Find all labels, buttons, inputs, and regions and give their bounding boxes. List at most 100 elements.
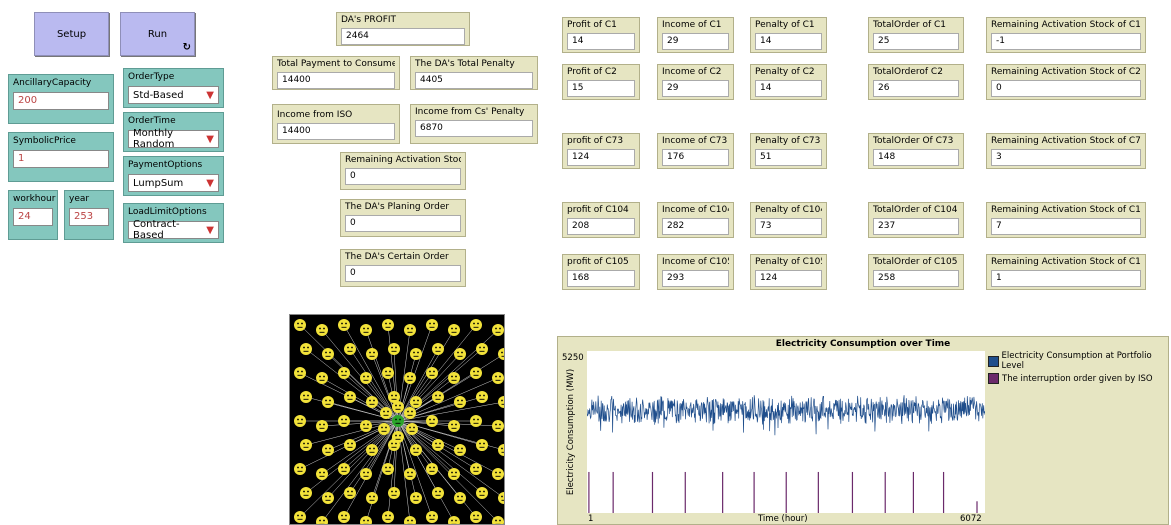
- load-limit-options-chooser[interactable]: LoadLimitOptions Contract-Based ▼: [123, 203, 224, 243]
- year-field[interactable]: 253: [69, 208, 109, 226]
- consumer-profit-value: 14: [567, 33, 635, 50]
- year-input[interactable]: year 253: [64, 190, 114, 240]
- ancillary-capacity-label: AncillaryCapacity: [13, 78, 92, 88]
- consumer-profit-value: 208: [567, 218, 635, 235]
- setup-button[interactable]: Setup: [34, 12, 109, 56]
- consumer-order-monitor: TotalOrder Of C73 148: [868, 133, 964, 169]
- smiley-face-icon: [392, 401, 404, 413]
- smiley-face-icon: [316, 516, 328, 524]
- consumer-stock-value: 1: [991, 270, 1141, 287]
- smiley-face-icon: [432, 439, 444, 451]
- network-link: [397, 420, 499, 523]
- remaining-stock-value: 0: [345, 168, 461, 185]
- consumer-income-value: 29: [662, 80, 729, 97]
- order-time-value: Monthly Random: [133, 128, 175, 150]
- consumer-stock-monitor: Remaining Activation Stock of C105 1: [986, 254, 1146, 290]
- consumer-order-value: 25: [873, 33, 959, 50]
- consumer-penalty-label: Penalty of C1: [755, 20, 815, 30]
- ancillary-capacity-input[interactable]: AncillaryCapacity 200: [8, 74, 114, 124]
- order-type-select[interactable]: Std-Based ▼: [128, 86, 219, 104]
- smiley-face-icon: [470, 415, 482, 427]
- smiley-face-icon: [366, 492, 378, 504]
- consumer-order-label: TotalOrderof C2: [873, 67, 943, 77]
- order-time-select[interactable]: Monthly Random ▼: [128, 128, 219, 150]
- consumer-stock-monitor: Remaining Activation Stock of C73 3: [986, 133, 1146, 169]
- consumer-penalty-monitor: Penalty of C105 124: [750, 254, 827, 290]
- run-button[interactable]: Run ↻: [120, 12, 195, 56]
- network-link: [365, 420, 399, 475]
- payment-options-chooser[interactable]: PaymentOptions LumpSum ▼: [123, 156, 224, 196]
- consumer-income-value: 29: [662, 33, 729, 50]
- smiley-face-icon: [476, 487, 488, 499]
- consumer-income-monitor: Income of C2 29: [657, 64, 734, 100]
- plot-area: [586, 351, 986, 513]
- payment-options-select[interactable]: LumpSum ▼: [128, 174, 219, 192]
- smiley-face-icon: [404, 324, 416, 336]
- y-max-tick-label: 5250: [562, 353, 584, 363]
- income-penalty-monitor: Income from Cs' Penalty 6870: [410, 104, 538, 144]
- plot-canvas: [586, 395, 986, 513]
- consumer-penalty-monitor: Penalty of C2 14: [750, 64, 827, 100]
- smiley-face-icon: [404, 372, 416, 384]
- smiley-face-icon: [366, 348, 378, 360]
- smiley-face-icon: [344, 391, 356, 403]
- certain-order-value: 0: [345, 265, 461, 282]
- smiley-face-icon: [492, 324, 504, 336]
- consumer-order-value: 26: [873, 80, 959, 97]
- certain-order-monitor: The DA's Certain Order 0: [340, 249, 466, 287]
- legend-swatch-consumption: [988, 355, 999, 367]
- smiley-face-icon: [322, 444, 334, 456]
- total-penalty-monitor: The DA's Total Penalty 4405: [410, 56, 538, 90]
- consumer-order-value: 148: [873, 149, 959, 166]
- smiley-face-icon: [448, 420, 460, 432]
- order-time-chooser[interactable]: OrderTime Monthly Random ▼: [123, 112, 224, 152]
- smiley-face-icon: [344, 439, 356, 451]
- consumer-penalty-monitor: Penalty of C104 73: [750, 202, 827, 238]
- dropdown-arrow-icon: ▼: [206, 89, 214, 101]
- smiley-face-icon: [344, 343, 356, 355]
- smiley-face-icon: [294, 511, 306, 523]
- legend-swatch-interruption: [988, 373, 999, 384]
- consumer-stock-value: 0: [991, 80, 1141, 97]
- planing-order-value: 0: [345, 215, 461, 232]
- consumer-stock-label: Remaining Activation Stock of C73: [991, 136, 1141, 146]
- smiley-face-icon: [432, 343, 444, 355]
- ancillary-capacity-field[interactable]: 200: [13, 92, 109, 110]
- payment-options-value: LumpSum: [133, 177, 184, 189]
- da-profit-value: 2464: [341, 28, 465, 45]
- payment-options-label: PaymentOptions: [128, 160, 203, 170]
- network-link: [397, 377, 411, 422]
- load-limit-options-select[interactable]: Contract-Based ▼: [128, 219, 219, 241]
- consumer-income-monitor: Income of C105 293: [657, 254, 734, 290]
- consumer-stock-value: 3: [991, 149, 1141, 166]
- workhour-input[interactable]: workhour 24: [8, 190, 58, 240]
- workhour-field[interactable]: 24: [13, 208, 53, 226]
- cycle-arrows-icon: ↻: [182, 42, 191, 53]
- network-link: [397, 420, 455, 427]
- smiley-face-icon: [344, 487, 356, 499]
- smiley-face-icon: [448, 372, 460, 384]
- smiley-face-icon: [392, 431, 404, 443]
- consumer-profit-monitor: Profit of C2 15: [562, 64, 640, 100]
- symbolic-price-field[interactable]: 1: [13, 150, 109, 168]
- network-link: [397, 348, 439, 422]
- smiley-face-icon: [300, 439, 312, 451]
- smiley-face-icon: [492, 372, 504, 384]
- order-type-chooser[interactable]: OrderType Std-Based ▼: [123, 68, 224, 108]
- y-axis-label: Electricity Consumption (MW): [566, 368, 576, 496]
- smiley-face-icon: [380, 407, 392, 419]
- consumer-profit-monitor: profit of C104 208: [562, 202, 640, 238]
- remaining-stock-monitor: Remaining Activation Stock 0: [340, 152, 466, 190]
- smiley-face-icon: [410, 396, 422, 408]
- da-profit-monitor: DA's PROFIT 2464: [336, 12, 470, 46]
- smiley-face-icon: [316, 468, 328, 480]
- remaining-stock-label: Remaining Activation Stock: [345, 155, 461, 165]
- smiley-face-icon: [476, 343, 488, 355]
- smiley-face-icon: [388, 487, 400, 499]
- smiley-face-icon: [404, 407, 416, 419]
- run-button-label: Run: [147, 28, 168, 40]
- consumer-profit-label: profit of C105: [567, 257, 629, 267]
- symbolic-price-input[interactable]: SymbolicPrice 1: [8, 132, 114, 182]
- consumer-penalty-label: Penalty of C2: [755, 67, 815, 77]
- total-penalty-value: 4405: [415, 72, 533, 89]
